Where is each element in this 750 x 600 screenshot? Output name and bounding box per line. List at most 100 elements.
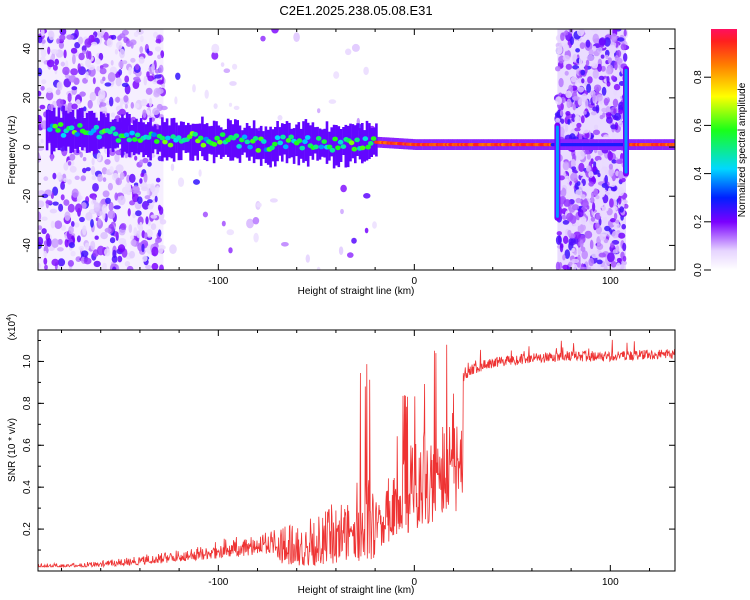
noise-speck <box>571 204 580 211</box>
noise-speck <box>579 266 585 270</box>
ridge-halo <box>109 121 112 149</box>
noise-speck <box>67 102 73 112</box>
noise-speck <box>69 153 76 161</box>
ridge-halo <box>276 121 279 162</box>
noise-speck <box>596 86 600 96</box>
noise-speck <box>579 42 586 49</box>
noise-speck <box>70 250 76 257</box>
noise-speck <box>228 247 233 254</box>
noise-speck <box>560 32 565 41</box>
noise-speck <box>83 106 87 112</box>
noise-speck <box>193 179 200 185</box>
noise-speck <box>119 48 125 59</box>
noise-speck <box>60 194 65 201</box>
noise-speck <box>82 157 87 162</box>
noise-speck <box>130 235 135 240</box>
y-tick-label: 0.4 <box>22 480 33 494</box>
noise-speck <box>119 172 125 180</box>
noise-speck <box>110 112 116 118</box>
x-tick-label: 100 <box>602 577 619 588</box>
ridge-point <box>211 142 218 147</box>
y-tick-label: -20 <box>22 189 33 204</box>
noise-speck <box>130 57 136 63</box>
noise-speck <box>147 199 153 204</box>
ridge-halo <box>316 126 319 161</box>
noise-speck <box>588 181 594 187</box>
noise-speck <box>100 200 106 205</box>
noise-speck <box>114 153 120 163</box>
noise-speck <box>577 86 585 93</box>
noise-speck <box>100 232 108 240</box>
noise-speck <box>142 157 149 164</box>
noise-speck <box>97 173 103 182</box>
noise-speck <box>115 177 122 186</box>
noise-speck <box>148 97 153 108</box>
ridge-point <box>269 145 275 151</box>
noise-speck <box>60 61 65 67</box>
noise-speck <box>109 96 114 107</box>
noise-speck <box>81 202 87 209</box>
ridge-point <box>362 136 369 142</box>
noise-speck <box>340 208 344 215</box>
ridge-halo <box>118 118 122 145</box>
ridge-halo <box>48 110 51 142</box>
noise-speck <box>601 205 609 212</box>
noise-speck <box>68 225 74 235</box>
noise-speck <box>351 43 360 52</box>
noise-speck <box>52 64 58 71</box>
noise-speck <box>228 102 233 107</box>
noise-speck <box>573 250 577 256</box>
figure-title: C2E1.2025.238.05.08.E31 <box>279 3 432 18</box>
noise-speck <box>67 203 75 213</box>
noise-speck <box>600 169 605 175</box>
noise-speck <box>580 246 586 252</box>
snr-multiplier: (x104) <box>6 314 18 341</box>
noise-speck <box>127 208 131 217</box>
y-tick-label: 0.8 <box>22 396 33 410</box>
noise-speck <box>38 211 42 222</box>
noise-speck <box>614 60 618 71</box>
noise-speck <box>246 218 254 229</box>
noise-speck <box>595 195 600 200</box>
noise-speck <box>91 41 98 46</box>
ridge-halo <box>111 119 115 152</box>
noise-speck <box>66 34 75 40</box>
noise-speck <box>160 50 165 59</box>
snr-axes: -100 0 100 0.2 0.4 0.6 0.8 1.0 <box>22 330 675 588</box>
noise-speck <box>169 244 177 255</box>
noise-speck <box>146 48 150 54</box>
noise-speck <box>154 74 162 79</box>
ridge-halo <box>189 124 192 161</box>
noise-speck <box>108 201 114 212</box>
noise-speck <box>40 29 45 37</box>
noise-speck <box>50 49 59 55</box>
noise-speck <box>599 210 608 218</box>
noise-speck <box>115 77 122 87</box>
noise-speck <box>613 206 618 212</box>
ridge-halo <box>154 124 157 150</box>
noise-speck <box>613 108 617 114</box>
ridge-halo <box>290 128 293 158</box>
ridge-halo <box>191 123 195 161</box>
noise-speck <box>110 34 117 40</box>
noise-speck <box>74 42 81 49</box>
noise-speck <box>51 238 59 248</box>
noise-speck <box>85 212 93 221</box>
snr-series-line <box>38 339 675 569</box>
noise-speck <box>96 245 105 256</box>
ridge-point <box>200 142 207 148</box>
ridge-halo <box>139 118 143 153</box>
noise-speck <box>618 101 625 111</box>
noise-speck <box>606 76 610 84</box>
ridge-point <box>335 145 341 151</box>
noise-speck <box>563 235 569 244</box>
ridge-point <box>175 135 182 141</box>
noise-speck <box>253 232 259 243</box>
ridge-halo <box>107 113 110 158</box>
noise-speck <box>69 165 77 173</box>
noise-speck <box>139 159 144 166</box>
noise-speck <box>232 63 238 70</box>
ridge-halo <box>332 124 336 169</box>
noise-speck <box>76 235 81 243</box>
noise-speck <box>613 83 621 91</box>
